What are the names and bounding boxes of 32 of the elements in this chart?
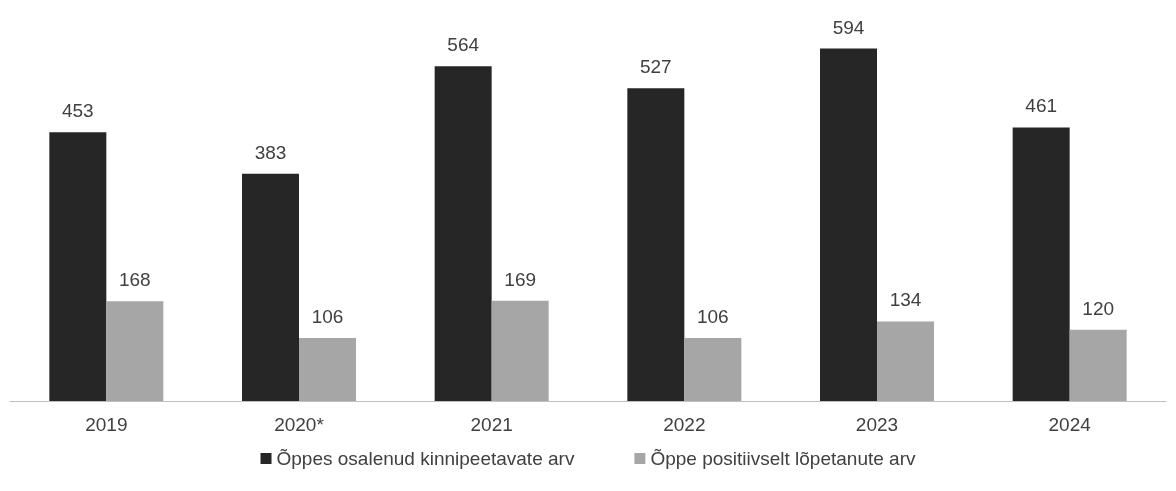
bar	[820, 48, 877, 401]
data-label: 564	[447, 34, 480, 56]
bar	[49, 132, 107, 401]
data-label: 594	[832, 16, 865, 38]
x-tick-label: 2019	[85, 414, 128, 435]
data-label: 134	[889, 289, 922, 311]
bar	[299, 338, 356, 401]
bar	[434, 66, 492, 401]
bar	[106, 301, 164, 401]
bar	[491, 300, 549, 401]
data-label: 120	[1082, 297, 1115, 319]
data-label: 461	[1025, 95, 1058, 117]
data-label: 106	[311, 306, 344, 328]
data-label: 527	[639, 56, 672, 78]
bar	[627, 88, 685, 401]
legend-label: Õppe positiivselt lõpetanute arv	[650, 448, 916, 469]
x-tick-label: 2024	[1048, 414, 1092, 435]
bar	[877, 321, 934, 401]
bar	[1012, 127, 1070, 401]
bar	[1069, 329, 1127, 401]
data-label: 453	[61, 100, 94, 122]
x-tick-label: 2020*	[274, 414, 325, 435]
bar	[684, 338, 742, 401]
x-tick-label: 2023	[855, 414, 899, 435]
bar	[242, 173, 299, 401]
data-label: 168	[118, 269, 151, 291]
legend-label: Õppes osalenud kinnipeetavate arv	[276, 448, 575, 469]
x-tick-label: 2022	[663, 414, 706, 435]
data-label: 169	[504, 268, 537, 290]
x-tick-label: 2021	[470, 414, 513, 435]
data-label: 106	[696, 306, 729, 328]
data-label: 383	[254, 141, 287, 163]
